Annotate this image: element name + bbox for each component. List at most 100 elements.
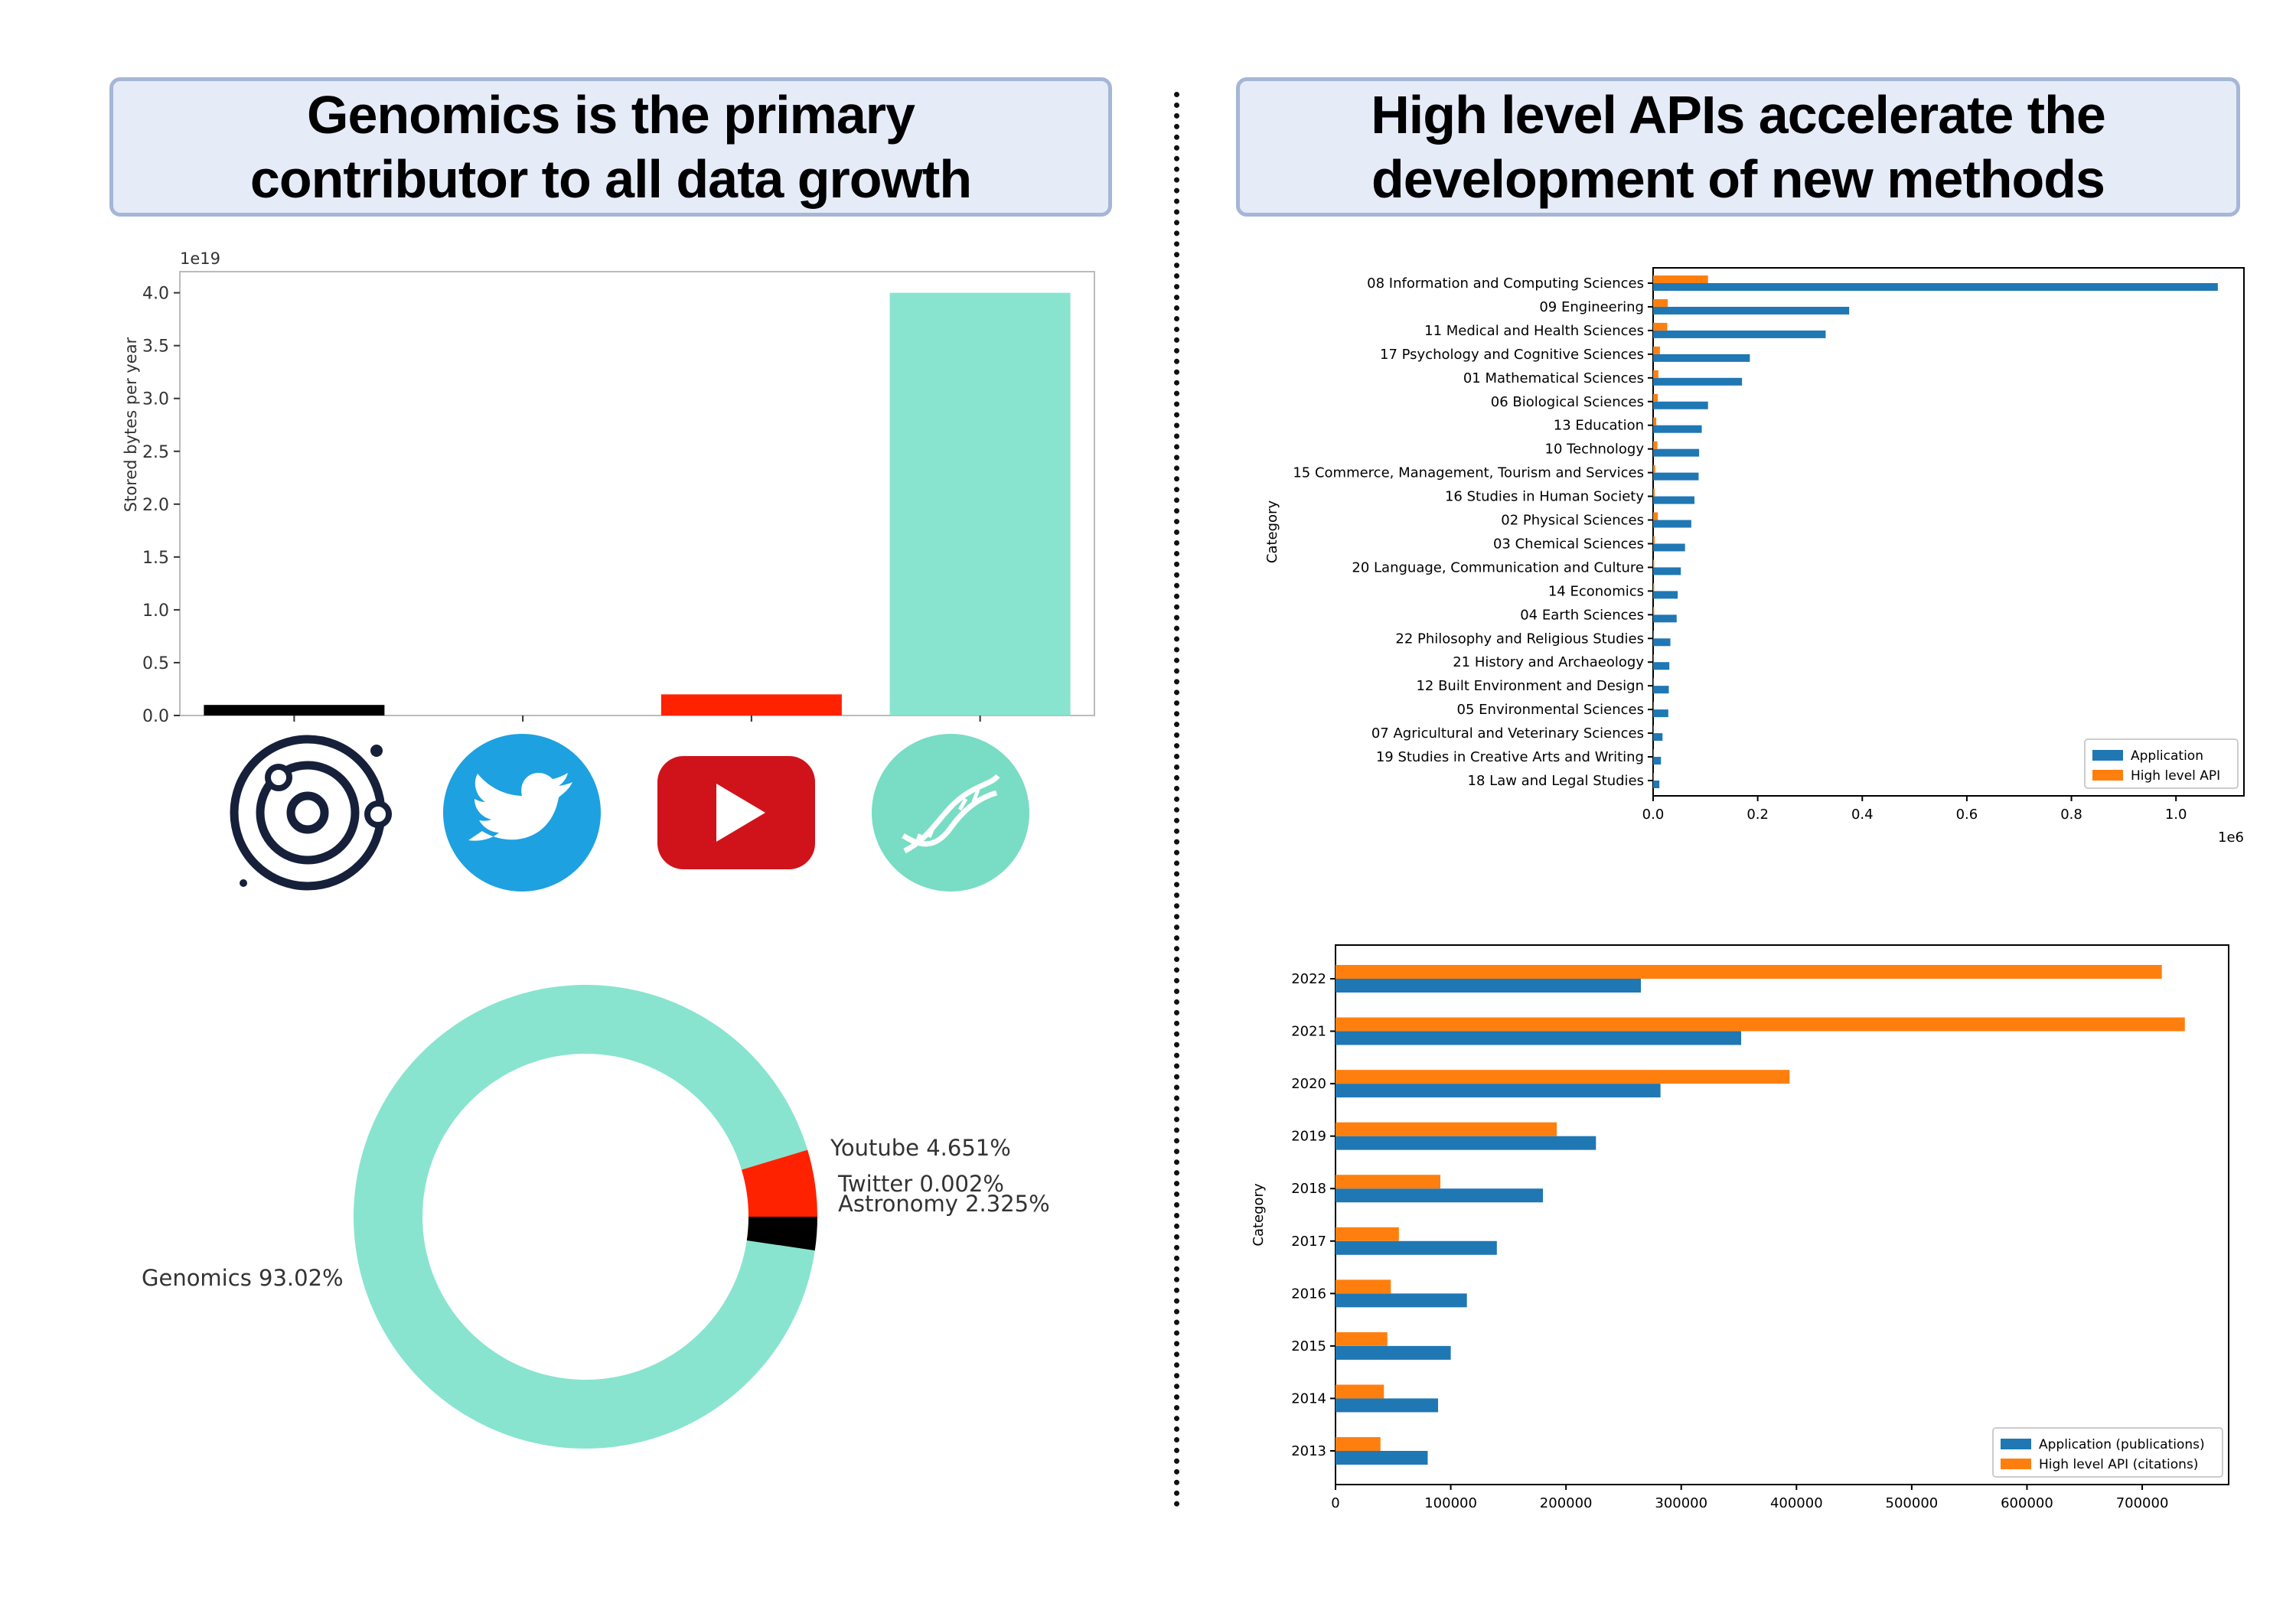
label-youtube: Youtube 4.651% xyxy=(830,1135,1011,1161)
bar-youtube xyxy=(660,694,842,715)
category-label: 10 Technology xyxy=(1545,442,1645,458)
bar-high-level-api xyxy=(1653,298,1668,307)
bar-astronomy xyxy=(204,705,385,715)
bar-genomics xyxy=(889,292,1071,716)
y-axis-label: Category xyxy=(1264,500,1280,564)
right-title: High level APIs accelerate the developmen… xyxy=(1371,83,2106,211)
bar-application xyxy=(1336,1451,1428,1465)
x-tick-label: 700000 xyxy=(2116,1495,2169,1508)
bar-application xyxy=(1653,496,1694,504)
right-title-box: High level APIs accelerate the developmen… xyxy=(1236,77,2240,217)
bar-high-level-api xyxy=(1653,441,1658,449)
category-label: 2018 xyxy=(1291,1181,1326,1197)
bar-high-level-api xyxy=(1336,1384,1384,1399)
data-share-donut-chart: Genomics 93.02% Youtube 4.651% Twitter 0.0… xyxy=(142,985,1050,1449)
category-label: 07 Agricultural and Veterinary Sciences xyxy=(1371,725,1644,742)
category-label: 2014 xyxy=(1291,1390,1326,1407)
bar-high-level-api xyxy=(1653,275,1708,283)
bar-high-level-api xyxy=(1336,1279,1391,1294)
label-twitter: Twitter 0.002% xyxy=(837,1171,1004,1197)
bar-application xyxy=(1336,1345,1451,1360)
bar-high-level-api xyxy=(1653,370,1658,378)
x-tick-label: 300000 xyxy=(1655,1495,1707,1508)
x-tick-label: 0.2 xyxy=(1746,807,1769,823)
bar-high-level-api xyxy=(1653,607,1655,615)
y-tick-label: 1.0 xyxy=(142,601,169,621)
bar-application xyxy=(1653,757,1662,765)
right-title-line2: development of new methods xyxy=(1371,149,2105,209)
x-tick-label: 0 xyxy=(1331,1495,1339,1508)
x-offset-label: 1e6 xyxy=(2218,830,2244,846)
bar-application xyxy=(1336,1188,1544,1203)
y-axis-label: Category xyxy=(1251,1183,1267,1247)
x-tick-label: 0.4 xyxy=(1851,807,1874,823)
bar-application xyxy=(1653,283,2218,291)
bar-high-level-api xyxy=(1653,417,1657,425)
bar-application xyxy=(1653,425,1702,433)
bar-high-level-api xyxy=(1653,678,1654,686)
bar-application xyxy=(1336,1240,1497,1255)
bar-application xyxy=(1653,567,1681,575)
youtube-icon xyxy=(657,756,815,869)
legend-box xyxy=(1992,1427,2223,1478)
bar-high-level-api xyxy=(1336,1070,1790,1084)
bar-application xyxy=(1653,733,1663,742)
x-tick-label: 0.6 xyxy=(1956,807,1978,823)
x-tick-label: 200000 xyxy=(1540,1495,1593,1508)
plot-frame xyxy=(1652,267,2245,797)
bar-high-level-api xyxy=(1653,512,1658,520)
bar-high-level-api xyxy=(1653,583,1655,592)
bar-application xyxy=(1653,638,1671,647)
label-genomics: Genomics 93.02% xyxy=(142,1265,344,1291)
bar-application xyxy=(1653,354,1750,362)
legend-swatch xyxy=(2001,1439,2031,1449)
bar-high-level-api xyxy=(1653,559,1655,568)
category-label: 18 Law and Legal Studies xyxy=(1468,773,1644,789)
y-tick-label: 3.0 xyxy=(142,390,169,409)
left-title-line1: Genomics is the primary xyxy=(307,85,915,145)
x-tick-label: 0.8 xyxy=(2060,807,2082,823)
year-horizontal-bar-chart: 2022 2021 2020 2019 2018 2017 2016 2015 2014 2013… xyxy=(1251,944,2229,1508)
bar-application xyxy=(1653,472,1699,481)
bar-high-level-api xyxy=(1653,773,1654,781)
category-label: 02 Physical Sciences xyxy=(1501,513,1644,529)
y-tick-label: 2.5 xyxy=(142,443,169,462)
bar-application xyxy=(1653,330,1826,338)
bar-application xyxy=(1336,1084,1661,1098)
bar-high-level-api xyxy=(1653,702,1654,710)
bar-high-level-api xyxy=(1336,1437,1381,1451)
panel-divider xyxy=(1174,92,1179,1508)
category-label: 2013 xyxy=(1291,1443,1326,1459)
category-label: 13 Education xyxy=(1554,418,1644,434)
y-tick-label: 2.0 xyxy=(142,496,169,515)
category-label: 11 Medical and Health Sciences xyxy=(1424,323,1644,339)
y-tick-label: 0.0 xyxy=(142,707,169,726)
category-label: 03 Chemical Sciences xyxy=(1493,536,1644,552)
twitter-icon xyxy=(443,734,601,892)
category-label: 12 Built Environment and Design xyxy=(1416,678,1644,694)
stored-bytes-bar-chart: 0.0 0.5 1.0 1.5 2.0 2.5 3.0 3.5 4.0 1e19 Stored by… xyxy=(122,249,1095,726)
bar-application xyxy=(1653,543,1685,552)
x-tick-label: 600000 xyxy=(2001,1495,2053,1508)
wedge-youtube xyxy=(741,1149,817,1217)
bar-high-level-api xyxy=(1336,1122,1557,1136)
category-label: 17 Psychology and Cognitive Sciences xyxy=(1380,347,1644,363)
bar-high-level-api xyxy=(1653,749,1654,758)
bar-high-level-api xyxy=(1653,654,1654,663)
category-label: 06 Biological Sciences xyxy=(1491,394,1644,410)
legend-label: Application (publications) xyxy=(2039,1437,2205,1452)
category-label: 2022 xyxy=(1291,971,1326,987)
bar-high-level-api xyxy=(1336,1175,1441,1189)
legend-label: Application xyxy=(2131,748,2203,764)
category-label: 2015 xyxy=(1291,1338,1326,1354)
category-label: 2017 xyxy=(1291,1234,1326,1250)
bar-application xyxy=(1336,1031,1742,1045)
bar-application xyxy=(1336,979,1642,993)
bar-high-level-api xyxy=(1653,488,1655,497)
x-tick-label: 0.0 xyxy=(1642,807,1665,823)
category-label: 08 Information and Computing Sciences xyxy=(1367,275,1644,292)
bar-application xyxy=(1336,1398,1439,1413)
bar-high-level-api xyxy=(1336,1017,2185,1032)
category-label: 05 Environmental Sciences xyxy=(1457,702,1644,718)
bar-high-level-api xyxy=(1653,346,1660,354)
